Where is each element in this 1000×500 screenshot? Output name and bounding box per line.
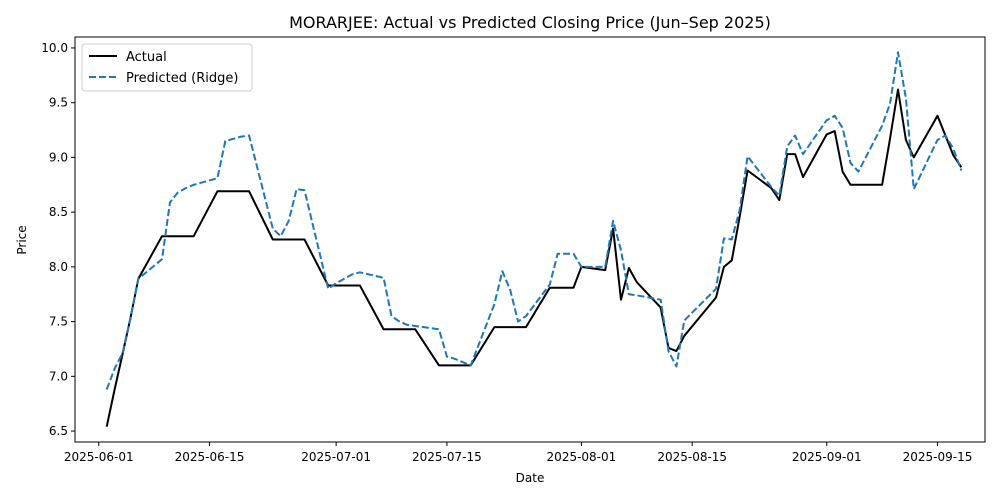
y-tick-label: 9.0 xyxy=(49,150,68,164)
x-tick-label: 2025-07-01 xyxy=(301,450,371,464)
x-tick-label: 2025-08-15 xyxy=(657,450,727,464)
x-tick-label: 2025-06-15 xyxy=(175,450,245,464)
legend: Actual Predicted (Ridge) xyxy=(81,43,253,92)
y-tick-label: 9.5 xyxy=(49,96,68,110)
y-tick-label: 7.5 xyxy=(49,315,68,329)
legend-label-predicted: Predicted (Ridge) xyxy=(126,71,238,86)
series-line-predicted xyxy=(105,51,963,390)
y-tick-label: 7.0 xyxy=(49,369,68,383)
legend-box xyxy=(81,43,253,92)
y-tick-label: 8.0 xyxy=(49,260,68,274)
plot-frame xyxy=(74,36,986,443)
y-tick-label: 8.5 xyxy=(49,205,68,219)
y-axis: 6.5 7.0 7.5 8.0 8.5 9.0 9.5 10.0 xyxy=(41,41,75,438)
y-tick-label: 6.5 xyxy=(49,424,68,438)
x-axis-label: Date xyxy=(516,471,545,485)
x-tick-label: 2025-06-01 xyxy=(64,450,134,464)
x-tick-label: 2025-07-15 xyxy=(412,450,482,464)
x-tick-label: 2025-09-01 xyxy=(792,450,862,464)
x-tick-label: 2025-09-15 xyxy=(903,450,973,464)
x-tick-label: 2025-08-01 xyxy=(547,450,617,464)
plot-lines xyxy=(105,51,963,427)
y-axis-label: Price xyxy=(15,225,29,254)
chart-title: MORARJEE: Actual vs Predicted Closing Pr… xyxy=(289,13,771,32)
y-tick-label: 10.0 xyxy=(41,41,68,55)
x-axis: 2025-06-01 2025-06-15 2025-07-01 2025-07-15… xyxy=(64,442,973,464)
legend-label-actual: Actual xyxy=(126,50,167,65)
series-line-actual xyxy=(105,88,963,427)
